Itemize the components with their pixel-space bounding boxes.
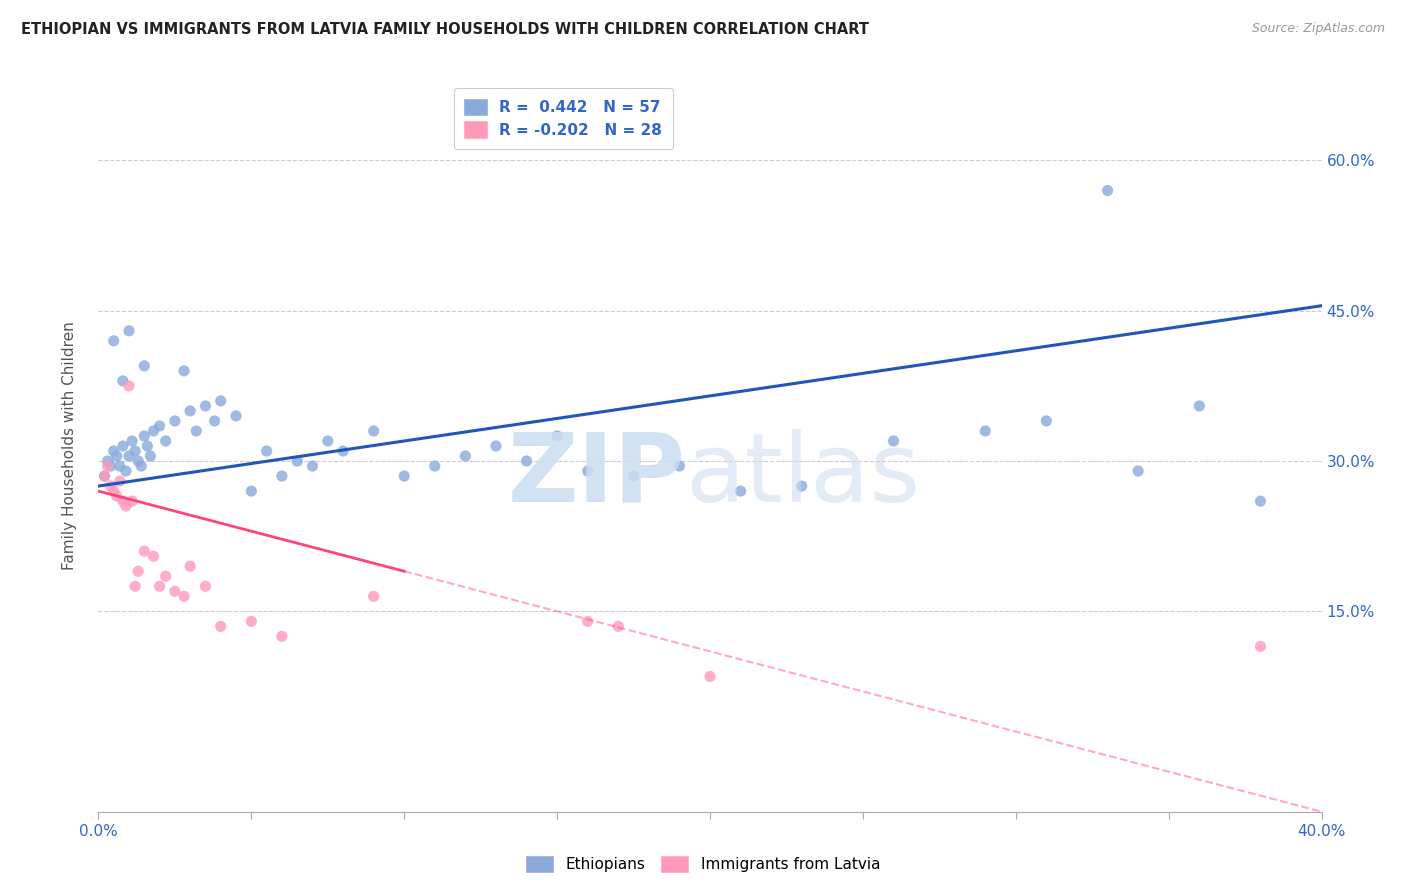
Point <box>186 424 208 438</box>
Point <box>115 499 138 513</box>
Point <box>155 569 177 583</box>
Text: ZIP: ZIP <box>508 429 686 522</box>
Point <box>100 458 122 473</box>
Point <box>103 484 125 499</box>
Point <box>111 439 134 453</box>
Point <box>1035 414 1057 428</box>
Point <box>118 324 141 338</box>
Point <box>124 444 146 458</box>
Point <box>127 454 149 468</box>
Point <box>454 449 477 463</box>
Point <box>93 469 115 483</box>
Point <box>270 629 292 643</box>
Point <box>1249 640 1271 654</box>
Legend: Ethiopians, Immigrants from Latvia: Ethiopians, Immigrants from Latvia <box>519 848 887 880</box>
Point <box>209 393 232 408</box>
Point <box>790 479 813 493</box>
Point <box>209 619 232 633</box>
Point <box>730 484 752 499</box>
Point <box>607 619 630 633</box>
Point <box>285 454 308 468</box>
Point <box>136 439 159 453</box>
Point <box>240 484 263 499</box>
Point <box>105 449 128 463</box>
Point <box>974 424 997 438</box>
Point <box>103 444 125 458</box>
Point <box>179 404 201 418</box>
Point <box>179 559 201 574</box>
Point <box>240 615 263 629</box>
Point <box>363 589 385 603</box>
Point <box>93 469 115 483</box>
Point <box>97 454 120 468</box>
Point <box>103 334 125 348</box>
Point <box>111 494 134 508</box>
Point <box>194 399 217 413</box>
Point <box>363 424 385 438</box>
Text: ETHIOPIAN VS IMMIGRANTS FROM LATVIA FAMILY HOUSEHOLDS WITH CHILDREN CORRELATION : ETHIOPIAN VS IMMIGRANTS FROM LATVIA FAMI… <box>21 22 869 37</box>
Point <box>163 414 186 428</box>
Point <box>1097 184 1119 198</box>
Point <box>668 458 690 473</box>
Point <box>124 579 146 593</box>
Legend: R =  0.442   N = 57, R = -0.202   N = 28: R = 0.442 N = 57, R = -0.202 N = 28 <box>454 88 673 149</box>
Point <box>485 439 508 453</box>
Point <box>100 479 122 493</box>
Point <box>142 424 165 438</box>
Point <box>108 474 131 488</box>
Point <box>194 579 217 593</box>
Point <box>173 364 195 378</box>
Point <box>270 469 292 483</box>
Point <box>97 458 120 473</box>
Point <box>155 434 177 448</box>
Point <box>423 458 446 473</box>
Point <box>546 429 568 443</box>
Point <box>623 469 645 483</box>
Point <box>134 544 156 558</box>
Point <box>576 464 599 478</box>
Point <box>139 449 162 463</box>
Point <box>332 444 354 458</box>
Point <box>118 379 141 393</box>
Point <box>1249 494 1271 508</box>
Point <box>105 489 128 503</box>
Point <box>129 458 152 473</box>
Point <box>121 434 143 448</box>
Point <box>111 374 134 388</box>
Text: atlas: atlas <box>686 429 921 522</box>
Point <box>173 589 195 603</box>
Text: Source: ZipAtlas.com: Source: ZipAtlas.com <box>1251 22 1385 36</box>
Point <box>115 464 138 478</box>
Point <box>127 564 149 578</box>
Point <box>301 458 323 473</box>
Point <box>149 419 172 434</box>
Point <box>121 494 143 508</box>
Point <box>108 458 131 473</box>
Point <box>316 434 339 448</box>
Point <box>163 584 186 599</box>
Point <box>699 669 721 683</box>
Point <box>1128 464 1150 478</box>
Y-axis label: Family Households with Children: Family Households with Children <box>62 322 77 570</box>
Point <box>576 615 599 629</box>
Point <box>204 414 226 428</box>
Point <box>134 359 156 373</box>
Point <box>134 429 156 443</box>
Point <box>142 549 165 564</box>
Point <box>883 434 905 448</box>
Point <box>516 454 538 468</box>
Point <box>149 579 172 593</box>
Point <box>256 444 278 458</box>
Point <box>392 469 416 483</box>
Point <box>225 409 247 423</box>
Point <box>118 449 141 463</box>
Point <box>1188 399 1211 413</box>
